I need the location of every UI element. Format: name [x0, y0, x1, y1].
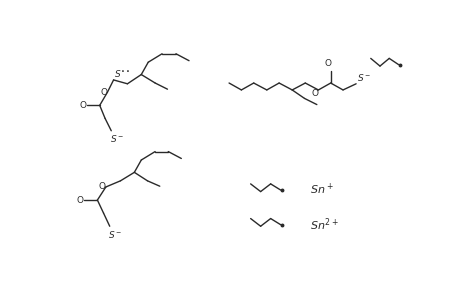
Text: $S^-$: $S^-$	[108, 228, 123, 240]
Text: O: O	[101, 88, 108, 97]
Text: $Sn^{2+}$: $Sn^{2+}$	[310, 216, 339, 233]
Text: $S^-$: $S^-$	[110, 133, 124, 144]
Text: O: O	[312, 88, 319, 98]
Text: O: O	[324, 59, 331, 68]
Text: $S^{\bullet\bullet}$: $S^{\bullet\bullet}$	[114, 68, 131, 79]
Text: O: O	[77, 196, 84, 205]
Text: $Sn^+$: $Sn^+$	[310, 182, 334, 197]
Text: $S^-$: $S^-$	[357, 72, 371, 83]
Text: O: O	[99, 183, 106, 191]
Text: O: O	[80, 101, 87, 110]
